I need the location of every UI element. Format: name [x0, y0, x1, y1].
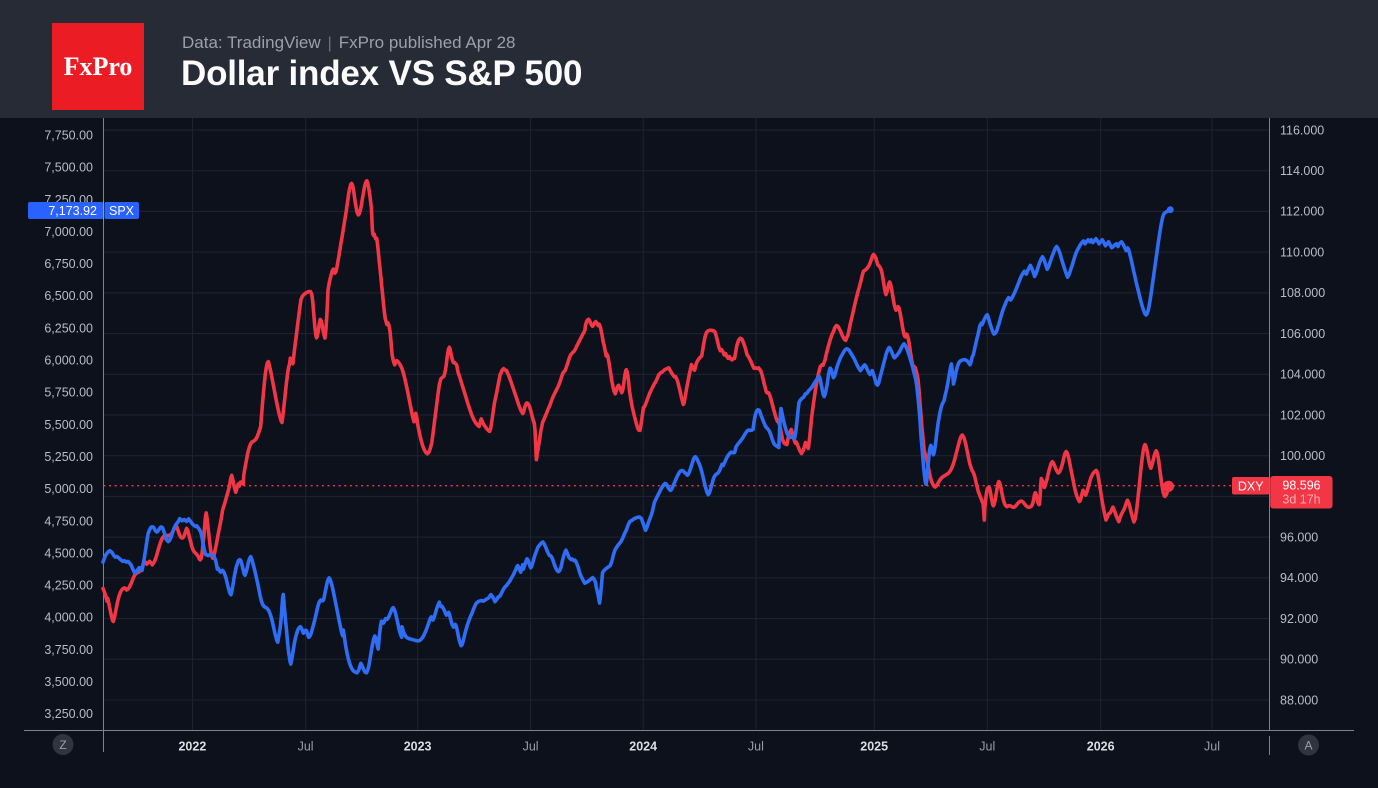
svg-text:7,500.00: 7,500.00 — [44, 161, 93, 175]
svg-text:2023: 2023 — [404, 740, 432, 754]
svg-text:3,250.00: 3,250.00 — [44, 707, 93, 721]
svg-text:7,750.00: 7,750.00 — [44, 129, 93, 143]
svg-text:4,750.00: 4,750.00 — [44, 514, 93, 528]
svg-text:102.000: 102.000 — [1280, 408, 1325, 422]
svg-text:7,000.00: 7,000.00 — [44, 225, 93, 239]
svg-text:5,250.00: 5,250.00 — [44, 450, 93, 464]
svg-text:6,000.00: 6,000.00 — [44, 354, 93, 368]
svg-text:2024: 2024 — [629, 740, 657, 754]
svg-text:3,750.00: 3,750.00 — [44, 643, 93, 657]
svg-text:Jul: Jul — [748, 740, 764, 754]
svg-text:112.000: 112.000 — [1280, 205, 1324, 219]
svg-text:2025: 2025 — [860, 740, 888, 754]
svg-text:94.000: 94.000 — [1280, 571, 1318, 585]
svg-text:114.000: 114.000 — [1280, 164, 1324, 178]
svg-text:3,500.00: 3,500.00 — [44, 675, 93, 689]
svg-text:6,250.00: 6,250.00 — [44, 321, 93, 335]
svg-text:104.000: 104.000 — [1280, 368, 1325, 382]
svg-text:116.000: 116.000 — [1280, 123, 1324, 137]
svg-text:SPX: SPX — [109, 204, 135, 218]
svg-text:6,750.00: 6,750.00 — [44, 257, 93, 271]
svg-text:Jul: Jul — [979, 740, 995, 754]
svg-text:5,000.00: 5,000.00 — [44, 482, 93, 496]
svg-text:92.000: 92.000 — [1280, 612, 1318, 626]
svg-text:2022: 2022 — [178, 740, 206, 754]
svg-text:100.000: 100.000 — [1280, 449, 1325, 463]
svg-text:2026: 2026 — [1087, 740, 1115, 754]
svg-text:88.000: 88.000 — [1280, 693, 1318, 707]
svg-text:5,500.00: 5,500.00 — [44, 418, 93, 432]
svg-text:3d 17h: 3d 17h — [1282, 493, 1320, 507]
svg-text:6,500.00: 6,500.00 — [44, 289, 93, 303]
svg-text:4,000.00: 4,000.00 — [44, 611, 93, 625]
svg-text:5,750.00: 5,750.00 — [44, 386, 93, 400]
svg-text:110.000: 110.000 — [1280, 245, 1324, 259]
svg-text:A: A — [1304, 738, 1312, 752]
svg-text:Jul: Jul — [523, 740, 539, 754]
svg-text:4,250.00: 4,250.00 — [44, 579, 93, 593]
svg-text:108.000: 108.000 — [1280, 286, 1325, 300]
svg-text:7,173.92: 7,173.92 — [48, 204, 97, 218]
svg-text:98.596: 98.596 — [1282, 479, 1320, 493]
svg-text:DXY: DXY — [1238, 479, 1264, 493]
svg-text:90.000: 90.000 — [1280, 653, 1318, 667]
svg-text:Jul: Jul — [1204, 740, 1220, 754]
svg-text:96.000: 96.000 — [1280, 530, 1318, 544]
svg-text:Jul: Jul — [298, 740, 314, 754]
svg-text:4,500.00: 4,500.00 — [44, 546, 93, 560]
svg-text:106.000: 106.000 — [1280, 327, 1325, 341]
svg-text:Z: Z — [59, 738, 66, 752]
